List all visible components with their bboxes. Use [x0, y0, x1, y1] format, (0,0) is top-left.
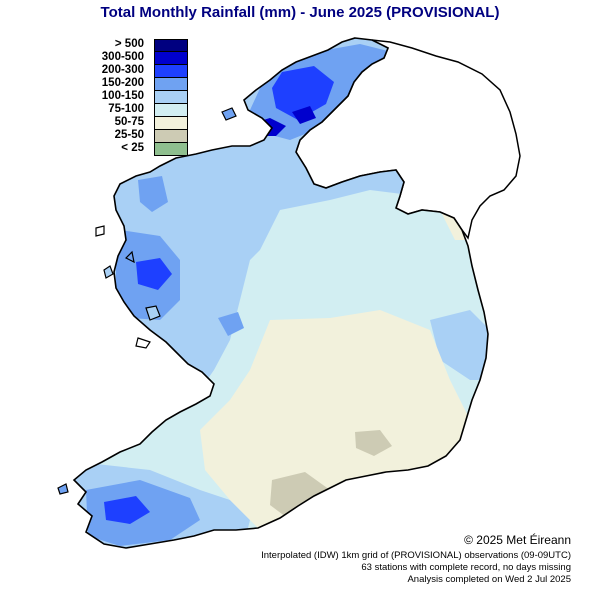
island: [95, 225, 105, 237]
legend-label: 300-500: [101, 51, 144, 63]
legend-label: 200-300: [101, 64, 144, 76]
legend-label: 75-100: [108, 103, 144, 115]
legend-swatch: [154, 91, 188, 104]
legend-swatch: [154, 52, 188, 65]
legend-label: 100-150: [101, 90, 144, 102]
legend-swatch: [154, 65, 188, 78]
legend-swatch: [154, 104, 188, 117]
legend-row: 100-150: [56, 90, 196, 104]
legend-row: 25-50: [56, 129, 196, 143]
legend-row: < 25: [56, 142, 196, 156]
coastline-outline: [72, 37, 489, 549]
legend-row: 200-300: [56, 64, 196, 78]
map-title: Total Monthly Rainfall (mm) - June 2025 …: [100, 4, 500, 21]
legend-label: < 25: [121, 142, 144, 154]
island: [145, 305, 161, 321]
legend-row: 50-75: [56, 116, 196, 130]
footer-station-note: 63 stations with complete record, no day…: [361, 562, 571, 573]
legend-label: 50-75: [114, 116, 144, 128]
rainfall-zone-200-300: [136, 258, 172, 290]
legend-label: 25-50: [114, 129, 144, 141]
island: [221, 107, 237, 121]
legend: > 500 300-500 200-300 150-200 100-150 75-100 5…: [56, 38, 196, 156]
island: [57, 483, 69, 495]
rainfall-zone-150-200: [218, 312, 244, 336]
legend-label: > 500: [114, 38, 144, 50]
island: [103, 265, 114, 279]
rainfall-zone-200-300: [272, 66, 334, 120]
rainfall-zone-200-300: [104, 496, 150, 524]
rainfall-zone-300-500: [292, 106, 316, 124]
legend-swatch: [154, 78, 188, 91]
legend-swatch: [154, 39, 188, 52]
legend-swatch: [154, 130, 188, 143]
rainfall-zone-100-150: [430, 310, 488, 380]
legend-row: > 500: [56, 38, 196, 52]
footer-analysis-date: Analysis completed on Wed 2 Jul 2025: [407, 574, 571, 585]
footer-method-note: Interpolated (IDW) 1km grid of (PROVISIO…: [261, 550, 571, 561]
rainfall-zone-150-200: [138, 176, 168, 212]
legend-swatch: [154, 143, 188, 156]
rainfall-zone-75-100: [250, 190, 470, 320]
rainfall-zone-25-50: [355, 430, 392, 456]
legend-row: 300-500: [56, 51, 196, 65]
legend-row: 75-100: [56, 103, 196, 117]
legend-label: 150-200: [101, 77, 144, 89]
copyright-text: © 2025 Met Éireann: [464, 533, 571, 547]
legend-row: 150-200: [56, 77, 196, 91]
island: [124, 250, 135, 264]
island: [135, 337, 151, 349]
legend-swatch: [154, 117, 188, 130]
